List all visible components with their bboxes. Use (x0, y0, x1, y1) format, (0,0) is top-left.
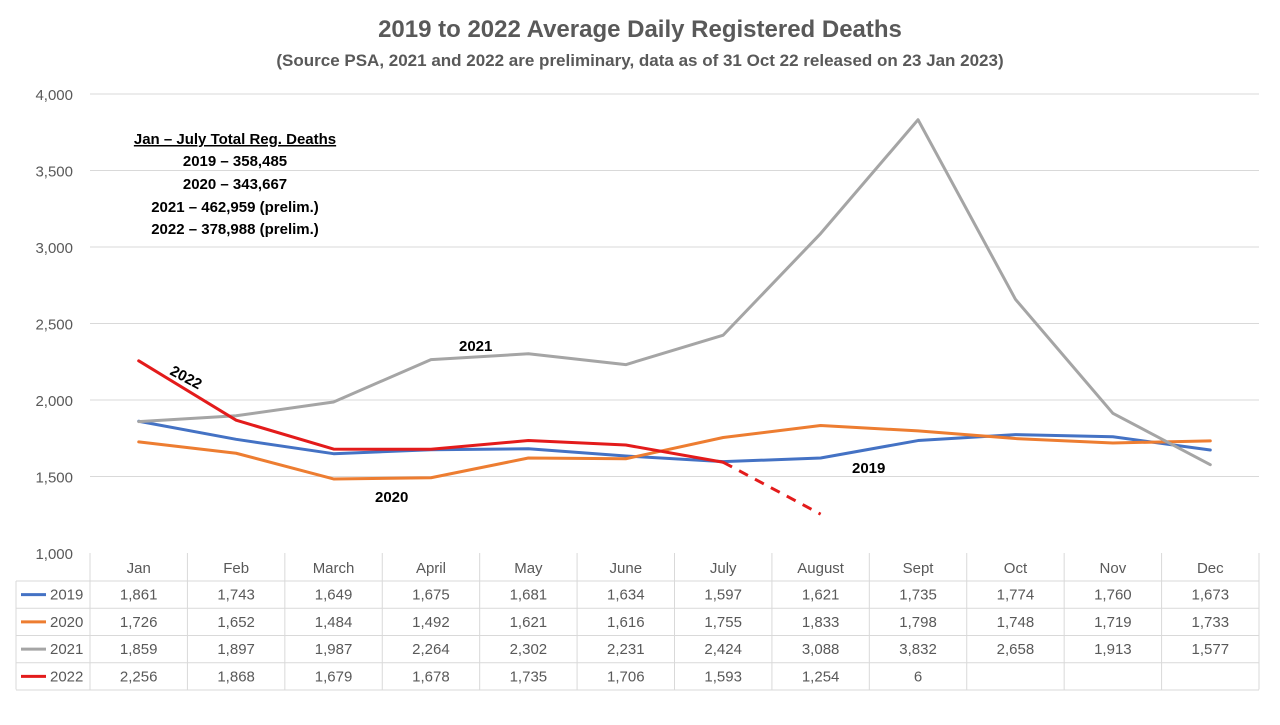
series-line-2022-projection (722, 460, 822, 516)
annotation-box-line: 2019 – 358,485 (183, 153, 287, 170)
x-category-label: Nov (1100, 560, 1127, 577)
data-label: 1,706 (607, 668, 645, 685)
data-label: 1,254 (802, 668, 840, 685)
data-label: 1,859 (120, 641, 158, 658)
data-label: 1,755 (704, 614, 742, 631)
series-lines (137, 118, 1212, 516)
data-label: 1,577 (1192, 641, 1230, 658)
y-tick-label: 4,000 (35, 87, 73, 104)
data-label: 1,492 (412, 614, 450, 631)
data-label: 2,256 (120, 668, 158, 685)
data-label: 1,681 (510, 587, 548, 604)
x-category-label: Oct (1004, 560, 1028, 577)
gridlines (90, 93, 1259, 477)
data-label: 1,735 (510, 668, 548, 685)
data-label: 1,798 (899, 614, 937, 631)
data-label: 6 (914, 668, 922, 685)
y-tick-label: 3,000 (35, 240, 73, 257)
data-label: 2,231 (607, 641, 645, 658)
data-label: 1,897 (217, 641, 255, 658)
chart-title: 2019 to 2022 Average Daily Registered De… (378, 16, 902, 43)
y-tick-label: 3,500 (35, 164, 73, 181)
data-label: 3,088 (802, 641, 840, 658)
x-category-label: June (610, 560, 643, 577)
data-label: 1,616 (607, 614, 645, 631)
data-label: 1,673 (1192, 587, 1230, 604)
data-label: 1,833 (802, 614, 840, 631)
data-label: 1,597 (704, 587, 742, 604)
data-label: 3,832 (899, 641, 937, 658)
series-line-2019 (137, 419, 1212, 464)
x-category-label: July (710, 560, 737, 577)
data-label: 2,658 (997, 641, 1035, 658)
x-category-label: Jan (127, 560, 151, 577)
data-label: 2,302 (510, 641, 548, 658)
series-label-2019: 2019 (852, 460, 885, 477)
series-line-2021 (137, 118, 1212, 467)
x-category-label: Dec (1197, 560, 1224, 577)
data-label: 1,484 (315, 614, 353, 631)
data-label: 1,760 (1094, 587, 1132, 604)
annotation-box-line: 2020 – 343,667 (183, 176, 287, 193)
annotation-box-line: 2022 – 378,988 (prelim.) (151, 221, 319, 238)
data-label: 1,675 (412, 587, 450, 604)
data-label: 1,987 (315, 641, 353, 658)
data-label: 2,264 (412, 641, 450, 658)
data-label: 1,868 (217, 668, 255, 685)
data-label: 1,621 (802, 587, 840, 604)
legend-label-2021: 2021 (50, 641, 83, 658)
x-category-label: August (797, 560, 845, 577)
data-label: 1,593 (704, 668, 742, 685)
data-label: 1,861 (120, 587, 158, 604)
x-category-label: Sept (903, 560, 935, 577)
annotation-box: Jan – July Total Reg. Deaths 2019 – 358,… (134, 131, 336, 238)
data-label: 1,748 (997, 614, 1035, 631)
legend-label-2020: 2020 (50, 614, 83, 631)
annotation-box-line: 2021 – 462,959 (prelim.) (151, 199, 319, 216)
chart-subtitle: (Source PSA, 2021 and 2022 are prelimina… (276, 51, 1003, 70)
x-category-label: May (514, 560, 543, 577)
data-label: 1,649 (315, 587, 353, 604)
series-line-2020 (137, 424, 1212, 481)
data-label: 1,774 (997, 587, 1035, 604)
data-table: Jan Feb March April May June July August Sept Oct… (15, 553, 1260, 691)
legend-label-2019: 2019 (50, 587, 83, 604)
data-label: 1,679 (315, 668, 353, 685)
legend-label-2022: 2022 (50, 668, 83, 685)
data-label: 1,743 (217, 587, 255, 604)
data-label: 1,621 (510, 614, 548, 631)
x-category-label: March (313, 560, 355, 577)
data-label: 1,678 (412, 668, 450, 685)
data-label: 1,719 (1094, 614, 1132, 631)
y-tick-label: 1,500 (35, 470, 73, 487)
y-tick-label: 1,000 (35, 546, 73, 563)
data-label: 2,424 (704, 641, 742, 658)
series-label-2021: 2021 (459, 338, 492, 355)
data-label: 1,735 (899, 587, 937, 604)
series-line-2022 (137, 359, 725, 464)
y-axis: 1,000 1,500 2,000 2,500 3,000 3,500 4,000 (35, 87, 73, 563)
x-category-label: Feb (223, 560, 249, 577)
annotation-box-heading: Jan – July Total Reg. Deaths (134, 131, 336, 148)
data-label: 1,652 (217, 614, 255, 631)
data-label: 1,634 (607, 587, 645, 604)
data-label: 1,913 (1094, 641, 1132, 658)
data-label: 1,726 (120, 614, 158, 631)
data-label: 1,733 (1192, 614, 1230, 631)
x-category-label: April (416, 560, 446, 577)
y-tick-label: 2,000 (35, 393, 73, 410)
y-tick-label: 2,500 (35, 317, 73, 334)
series-label-2020: 2020 (375, 489, 408, 506)
